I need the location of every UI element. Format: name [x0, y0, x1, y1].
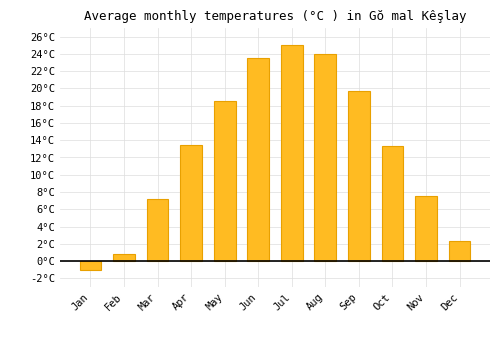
Bar: [180, 145, 202, 261]
Bar: [281, 45, 302, 261]
Bar: [113, 254, 135, 261]
Bar: [448, 241, 470, 261]
Bar: [382, 146, 404, 261]
Bar: [214, 102, 236, 261]
Bar: [80, 261, 102, 270]
Title: Average monthly temperatures (°C ) in Gŏ mal Kêşlay: Average monthly temperatures (°C ) in Gŏ…: [84, 10, 466, 23]
Bar: [248, 58, 269, 261]
Bar: [348, 91, 370, 261]
Bar: [314, 54, 336, 261]
Bar: [415, 196, 437, 261]
Bar: [146, 199, 169, 261]
